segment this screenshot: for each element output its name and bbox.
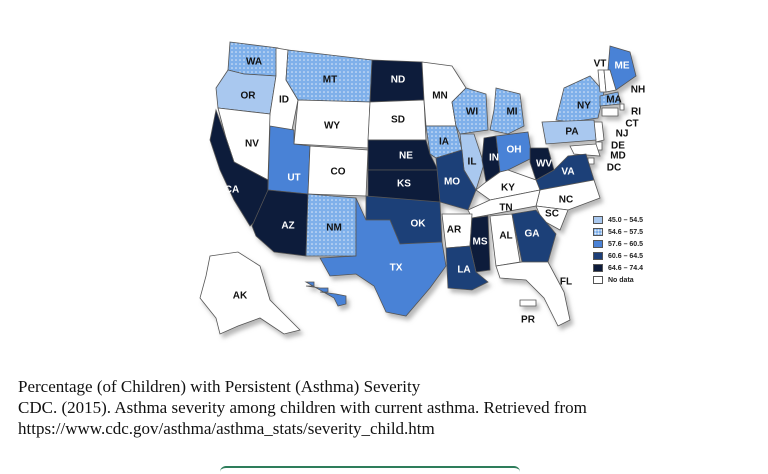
state-label-nv: NV — [245, 139, 259, 150]
state-label-mt: MT — [323, 75, 337, 86]
legend-item: 57.6 – 60.5 — [593, 238, 643, 250]
legend-swatch — [593, 264, 603, 272]
state-label-ut: UT — [287, 173, 300, 184]
state-label-de: DE — [611, 141, 625, 152]
state-label-dc: DC — [607, 163, 621, 174]
state-label-ct: CT — [625, 119, 638, 130]
state-label-wy: WY — [324, 121, 340, 132]
bottom-tab-edge — [220, 466, 520, 474]
state-ga — [511, 209, 557, 263]
state-label-or: OR — [241, 91, 257, 102]
state-label-ok: OK — [411, 219, 427, 230]
legend-label: 45.0 – 54.5 — [608, 216, 644, 224]
state-label-oh: OH — [507, 145, 522, 156]
state-oh — [495, 131, 533, 173]
state-label-wv: WV — [536, 159, 552, 170]
state-label-sc: SC — [545, 209, 559, 220]
state-ne — [367, 139, 439, 171]
legend-swatch — [593, 252, 603, 260]
state-tx — [319, 197, 447, 317]
legend-swatch — [593, 276, 603, 284]
legend-item: No data — [593, 274, 643, 286]
state-label-mi: MI — [506, 107, 517, 118]
legend-swatch — [593, 216, 603, 224]
state-label-pa: PA — [565, 127, 578, 138]
state-ak — [199, 251, 301, 335]
state-label-ne: NE — [399, 151, 413, 162]
state-label-ky: KY — [501, 183, 515, 194]
legend-swatch — [593, 228, 603, 236]
us-choropleth-map: WA OR ID MT WY ND SD MN WI MI NY VT ME NH MA RI CT NJ PA DE… — [190, 30, 650, 350]
state-me — [607, 45, 637, 91]
state-label-pr: PR — [521, 315, 536, 326]
state-label-nm: NM — [326, 223, 342, 234]
state-label-ga: GA — [525, 229, 540, 240]
state-label-fl: FL — [560, 277, 572, 288]
state-label-ny: NY — [577, 101, 591, 112]
state-label-in: IN — [489, 153, 499, 164]
legend-item: 54.6 – 57.5 — [593, 226, 643, 238]
state-label-ms: MS — [473, 237, 488, 248]
state-pr — [519, 299, 537, 307]
state-label-ca: CA — [225, 185, 239, 196]
state-label-co: CO — [331, 167, 346, 178]
legend-label: 60.6 – 64.5 — [608, 252, 644, 260]
state-label-il: IL — [468, 157, 477, 168]
caption-citation: CDC. (2015). Asthma severity among child… — [18, 398, 587, 417]
caption-title: Percentage (of Children) with Persistent… — [18, 377, 421, 396]
state-ms — [469, 215, 491, 273]
state-label-nd: ND — [391, 75, 405, 86]
state-label-ia: IA — [439, 137, 449, 148]
state-label-ri: RI — [631, 107, 641, 118]
state-label-id: ID — [279, 95, 289, 106]
state-label-tn: TN — [499, 203, 512, 214]
map-legend: 45.0 – 54.5 54.6 – 57.5 57.6 – 60.5 60.6 – … — [593, 214, 643, 286]
state-label-ak: AK — [233, 291, 248, 302]
state-label-tx: TX — [390, 263, 403, 274]
state-label-va: VA — [561, 167, 574, 178]
state-la — [445, 245, 489, 291]
legend-swatch — [593, 240, 603, 248]
legend-label: 57.6 – 60.5 — [608, 240, 644, 248]
state-label-wi: WI — [466, 107, 478, 118]
state-pa — [541, 119, 597, 145]
state-label-la: LA — [457, 265, 470, 276]
state-label-wa: WA — [246, 57, 262, 68]
state-label-mn: MN — [432, 91, 448, 102]
state-label-al: AL — [499, 231, 512, 242]
state-nh — [603, 69, 617, 93]
legend-item: 60.6 – 64.5 — [593, 250, 643, 262]
state-label-ar: AR — [447, 225, 462, 236]
state-label-sd: SD — [391, 115, 405, 126]
state-ny — [555, 75, 605, 123]
caption-url: https://www.cdc.gov/asthma/asthma_stats/… — [18, 419, 435, 438]
legend-label: No data — [608, 276, 634, 284]
legend-item: 45.0 – 54.5 — [593, 214, 643, 226]
legend-label: 54.6 – 57.5 — [608, 228, 644, 236]
legend-item: 64.6 – 74.4 — [593, 262, 643, 274]
state-label-ks: KS — [397, 179, 411, 190]
state-label-mo: MO — [444, 177, 460, 188]
state-hi — [304, 281, 347, 307]
state-fl — [495, 261, 571, 327]
state-md — [569, 143, 601, 157]
state-label-nc: NC — [559, 195, 573, 206]
state-label-nh: NH — [631, 85, 645, 96]
state-ct — [601, 107, 619, 117]
state-label-vt: VT — [594, 59, 607, 70]
state-mi — [489, 87, 525, 135]
state-ri — [619, 103, 625, 111]
state-label-nj: NJ — [616, 129, 629, 140]
state-label-me: ME — [615, 61, 630, 72]
state-label-az: AZ — [281, 221, 294, 232]
state-label-md: MD — [610, 151, 626, 162]
state-label-hi: HI — [309, 297, 319, 308]
state-label-ma: MA — [606, 95, 622, 106]
legend-label: 64.6 – 74.4 — [608, 264, 644, 272]
figure-caption: Percentage (of Children) with Persistent… — [18, 376, 758, 439]
